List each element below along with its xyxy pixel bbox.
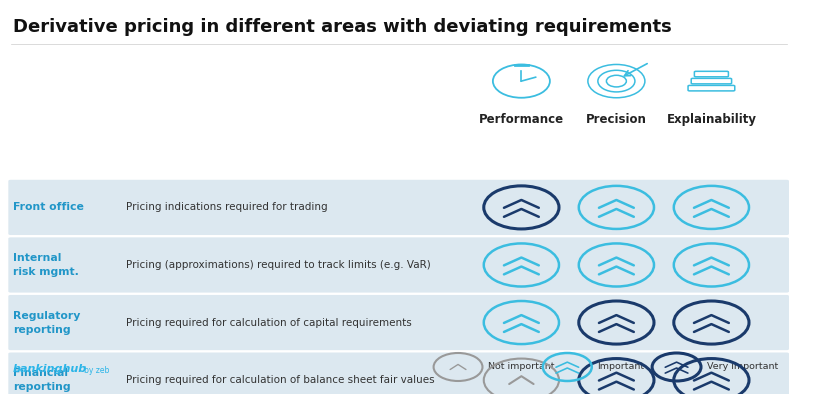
- Text: by zeb: by zeb: [84, 366, 110, 375]
- Text: Explainability: Explainability: [667, 113, 757, 126]
- Text: Performance: Performance: [478, 113, 564, 126]
- Text: Pricing required for calculation of capital requirements: Pricing required for calculation of capi…: [125, 318, 411, 328]
- Text: Very important: Very important: [707, 363, 778, 371]
- Text: Not important: Not important: [488, 363, 554, 371]
- Text: bankinghub: bankinghub: [13, 364, 87, 374]
- Text: Front office: Front office: [13, 203, 84, 213]
- FancyBboxPatch shape: [8, 295, 789, 350]
- Text: Precision: Precision: [586, 113, 647, 126]
- Text: Pricing (approximations) required to track limits (e.g. VaR): Pricing (approximations) required to tra…: [125, 260, 431, 270]
- Text: Financial
reporting: Financial reporting: [13, 368, 71, 392]
- Text: Pricing required for calculation of balance sheet fair values: Pricing required for calculation of bala…: [125, 375, 434, 385]
- Text: Pricing indications required for trading: Pricing indications required for trading: [125, 203, 328, 213]
- Text: Regulatory
reporting: Regulatory reporting: [13, 310, 81, 335]
- Text: Important: Important: [597, 363, 644, 371]
- FancyBboxPatch shape: [8, 353, 789, 398]
- FancyBboxPatch shape: [8, 180, 789, 235]
- Text: Internal
risk mgmt.: Internal risk mgmt.: [13, 253, 79, 277]
- Text: Derivative pricing in different areas with deviating requirements: Derivative pricing in different areas wi…: [13, 18, 672, 37]
- FancyBboxPatch shape: [8, 237, 789, 293]
